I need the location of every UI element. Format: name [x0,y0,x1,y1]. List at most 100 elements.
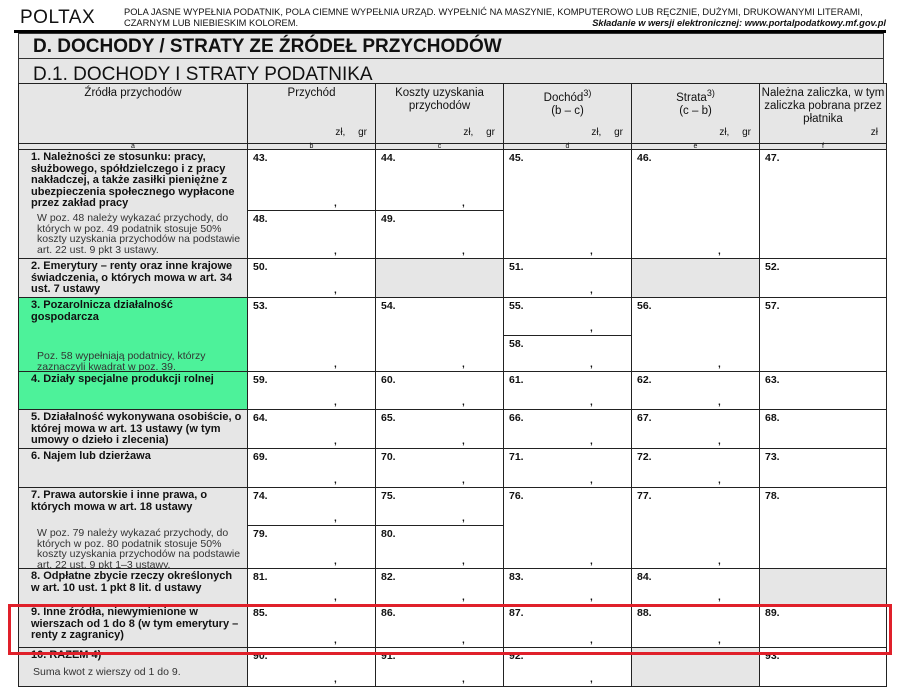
decimal-separator: , [718,436,721,447]
decimal-separator: , [590,556,593,567]
field-45[interactable]: 45., [503,149,632,259]
decimal-separator: , [462,397,465,408]
row-note: Poz. 58 wypełniają podatnicy, którzy zaz… [37,350,206,373]
section-subtitle: D.1. DOCHODY I STRATY PODATNIKA [18,58,884,84]
field-75[interactable]: 75., [375,487,504,526]
decimal-separator: , [718,635,721,646]
field-49[interactable]: 49., [375,210,504,259]
unit-label: zł, gr [463,127,495,138]
decimal-separator: , [590,635,593,646]
column-title: Przychód [287,87,336,99]
field-64[interactable]: 64., [247,409,376,449]
field-70[interactable]: 70., [375,448,504,488]
column-letter-text: c [437,143,442,150]
field-62[interactable]: 62., [631,371,760,410]
row-label-8: 8. Odpłatne zbycie rzeczy określonych w … [18,568,248,605]
field-48[interactable]: 48., [247,210,376,259]
field-68[interactable]: 68. [759,409,887,449]
field-83[interactable]: 83., [503,568,632,605]
field-76[interactable]: 76., [503,487,632,569]
field-number: 79. [253,528,268,540]
field-number: 62. [637,374,652,386]
field-79[interactable]: 79., [247,525,376,569]
field-81[interactable]: 81., [247,568,376,605]
field-59[interactable]: 59., [247,371,376,410]
field-65[interactable]: 65., [375,409,504,449]
decimal-separator: , [590,397,593,408]
field-number: 77. [637,490,652,502]
row-title: 3. Pozarolnicza działalność gospodarcza [31,299,173,323]
column-title: Koszty uzyskania przychodów [395,87,484,112]
field-number: 63. [765,374,780,386]
row-label-6: 6. Najem lub dzierżawa [18,448,248,488]
unit-label: zł, gr [591,127,623,138]
field-66[interactable]: 66., [503,409,632,449]
field-number: 48. [253,213,268,225]
field-69[interactable]: 69., [247,448,376,488]
field-51[interactable]: 51., [503,258,632,298]
decimal-separator: , [462,592,465,603]
field-44[interactable]: 44., [375,149,504,211]
field-56[interactable]: 56., [631,297,760,372]
e-filing-note: Składanie w wersji elektronicznej: www.p… [592,18,886,28]
field-89[interactable]: 89. [759,604,887,648]
field-63[interactable]: 63. [759,371,887,410]
decimal-separator: , [334,513,337,524]
row-title: 8. Odpłatne zbycie rzeczy określonych w … [31,570,233,594]
column-formula: (b – c) [551,104,584,117]
field-72[interactable]: 72., [631,448,760,488]
field-46[interactable]: 46., [631,149,760,259]
decimal-separator: , [590,359,593,370]
field-47[interactable]: 47. [759,149,887,259]
field-number: 78. [765,490,780,502]
row-title: 5. Działalność wykonywana osobiście, o k… [31,411,242,446]
field-43[interactable]: 43., [247,149,376,211]
decimal-separator: , [334,359,337,370]
field-number: 50. [253,261,268,273]
field-84[interactable]: 84., [631,568,760,605]
decimal-separator: , [462,674,465,685]
field-61[interactable]: 61., [503,371,632,410]
decimal-separator: , [334,436,337,447]
column-title: Strata [676,91,707,104]
field-71[interactable]: 71., [503,448,632,488]
unit-label: zł [870,127,878,138]
field-58[interactable]: 58., [503,335,632,372]
field-52[interactable]: 52. [759,258,887,298]
field-50[interactable]: 50., [247,258,376,298]
field-74[interactable]: 74., [247,487,376,526]
field-53[interactable]: 53., [247,297,376,372]
column-header-f: Należna zaliczka, w tym zaliczka pobrana… [759,83,887,144]
column-header-b: Przychód zł, gr [247,83,376,144]
row-title: 7. Prawa autorskie i inne prawa, o który… [31,489,208,513]
field-57[interactable]: 57. [759,297,887,372]
shaded-cell [631,258,760,298]
field-54[interactable]: 54., [375,297,504,372]
row-label-3: 3. Pozarolnicza działalność gospodarcza P… [18,297,248,372]
row-title: 10. RAZEM 4) [31,649,102,661]
column-title: Dochód [543,91,584,104]
field-78[interactable]: 78. [759,487,887,569]
field-80[interactable]: 80., [375,525,504,569]
field-55[interactable]: 55., [503,297,632,336]
field-number: 80. [381,528,396,540]
field-60[interactable]: 60., [375,371,504,410]
field-86[interactable]: 86., [375,604,504,648]
field-67[interactable]: 67., [631,409,760,449]
field-number: 86. [381,607,396,619]
column-header-c: Koszty uzyskania przychodów zł, gr [375,83,504,144]
field-number: 89. [765,607,780,619]
decimal-separator: , [334,285,337,296]
column-header-d: Dochód3) (b – c) zł, gr [503,83,632,144]
field-88[interactable]: 88., [631,604,760,648]
field-number: 58. [509,338,524,350]
field-number: 70. [381,451,396,463]
decimal-separator: , [334,556,337,567]
field-87[interactable]: 87., [503,604,632,648]
field-number: 53. [253,300,268,312]
row-title: 1. Należności ze stosunku: pracy, służbo… [31,151,235,209]
field-77[interactable]: 77., [631,487,760,569]
decimal-separator: , [334,397,337,408]
field-73[interactable]: 73. [759,448,887,488]
field-82[interactable]: 82., [375,568,504,605]
